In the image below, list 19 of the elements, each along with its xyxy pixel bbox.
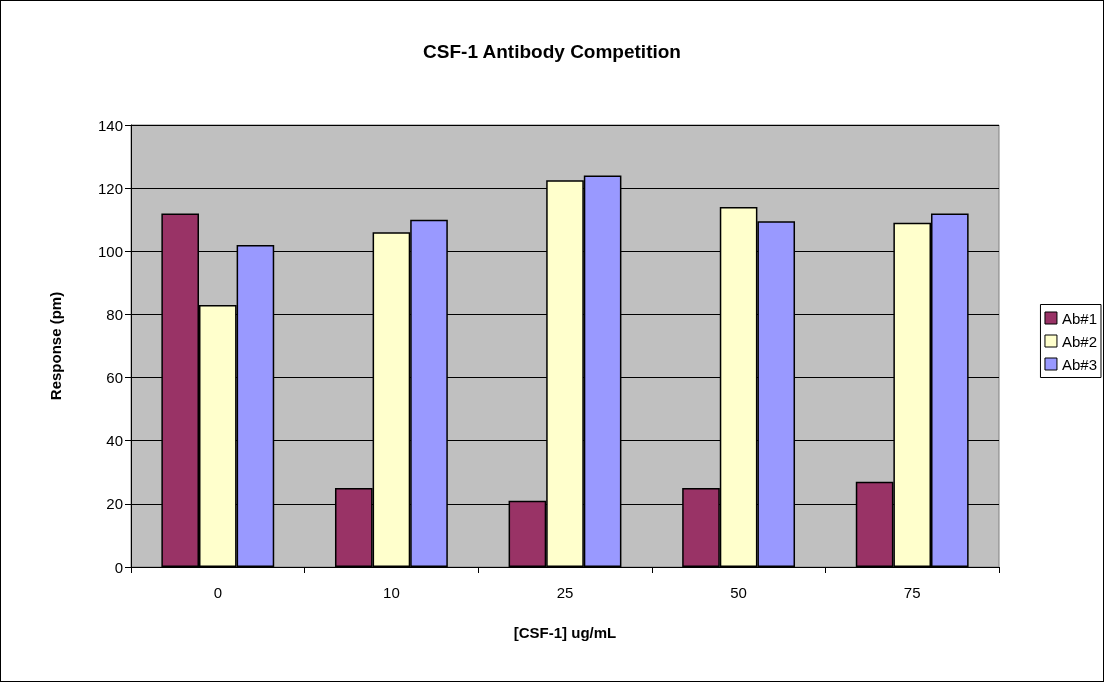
y-tick-label: 60	[106, 369, 123, 387]
legend-label: Ab#1	[1061, 309, 1098, 327]
x-tick-label: 25	[556, 584, 574, 601]
x-axis-title: [CSF-1] ug/mL	[513, 624, 617, 641]
y-tick-label: 140	[97, 116, 123, 134]
legend-label: Ab#2	[1061, 332, 1098, 350]
legend-label: Ab#3	[1061, 355, 1098, 373]
y-axis-title: Response (pm)	[47, 291, 64, 401]
y-tick-label: 20	[106, 495, 123, 513]
x-tick-label: 50	[730, 584, 747, 601]
y-tick-label: 80	[106, 305, 123, 323]
chart-title: CSF-1 Antibody Competition	[423, 41, 681, 62]
y-tick-label: 100	[97, 242, 123, 260]
y-tick-label: 120	[97, 179, 123, 197]
x-tick-label: 0	[213, 584, 222, 601]
y-tick-label: 40	[106, 432, 123, 450]
x-tick-label: 75	[903, 584, 921, 601]
x-tick-label: 10	[383, 584, 400, 601]
y-tick-label: 0	[114, 558, 123, 576]
